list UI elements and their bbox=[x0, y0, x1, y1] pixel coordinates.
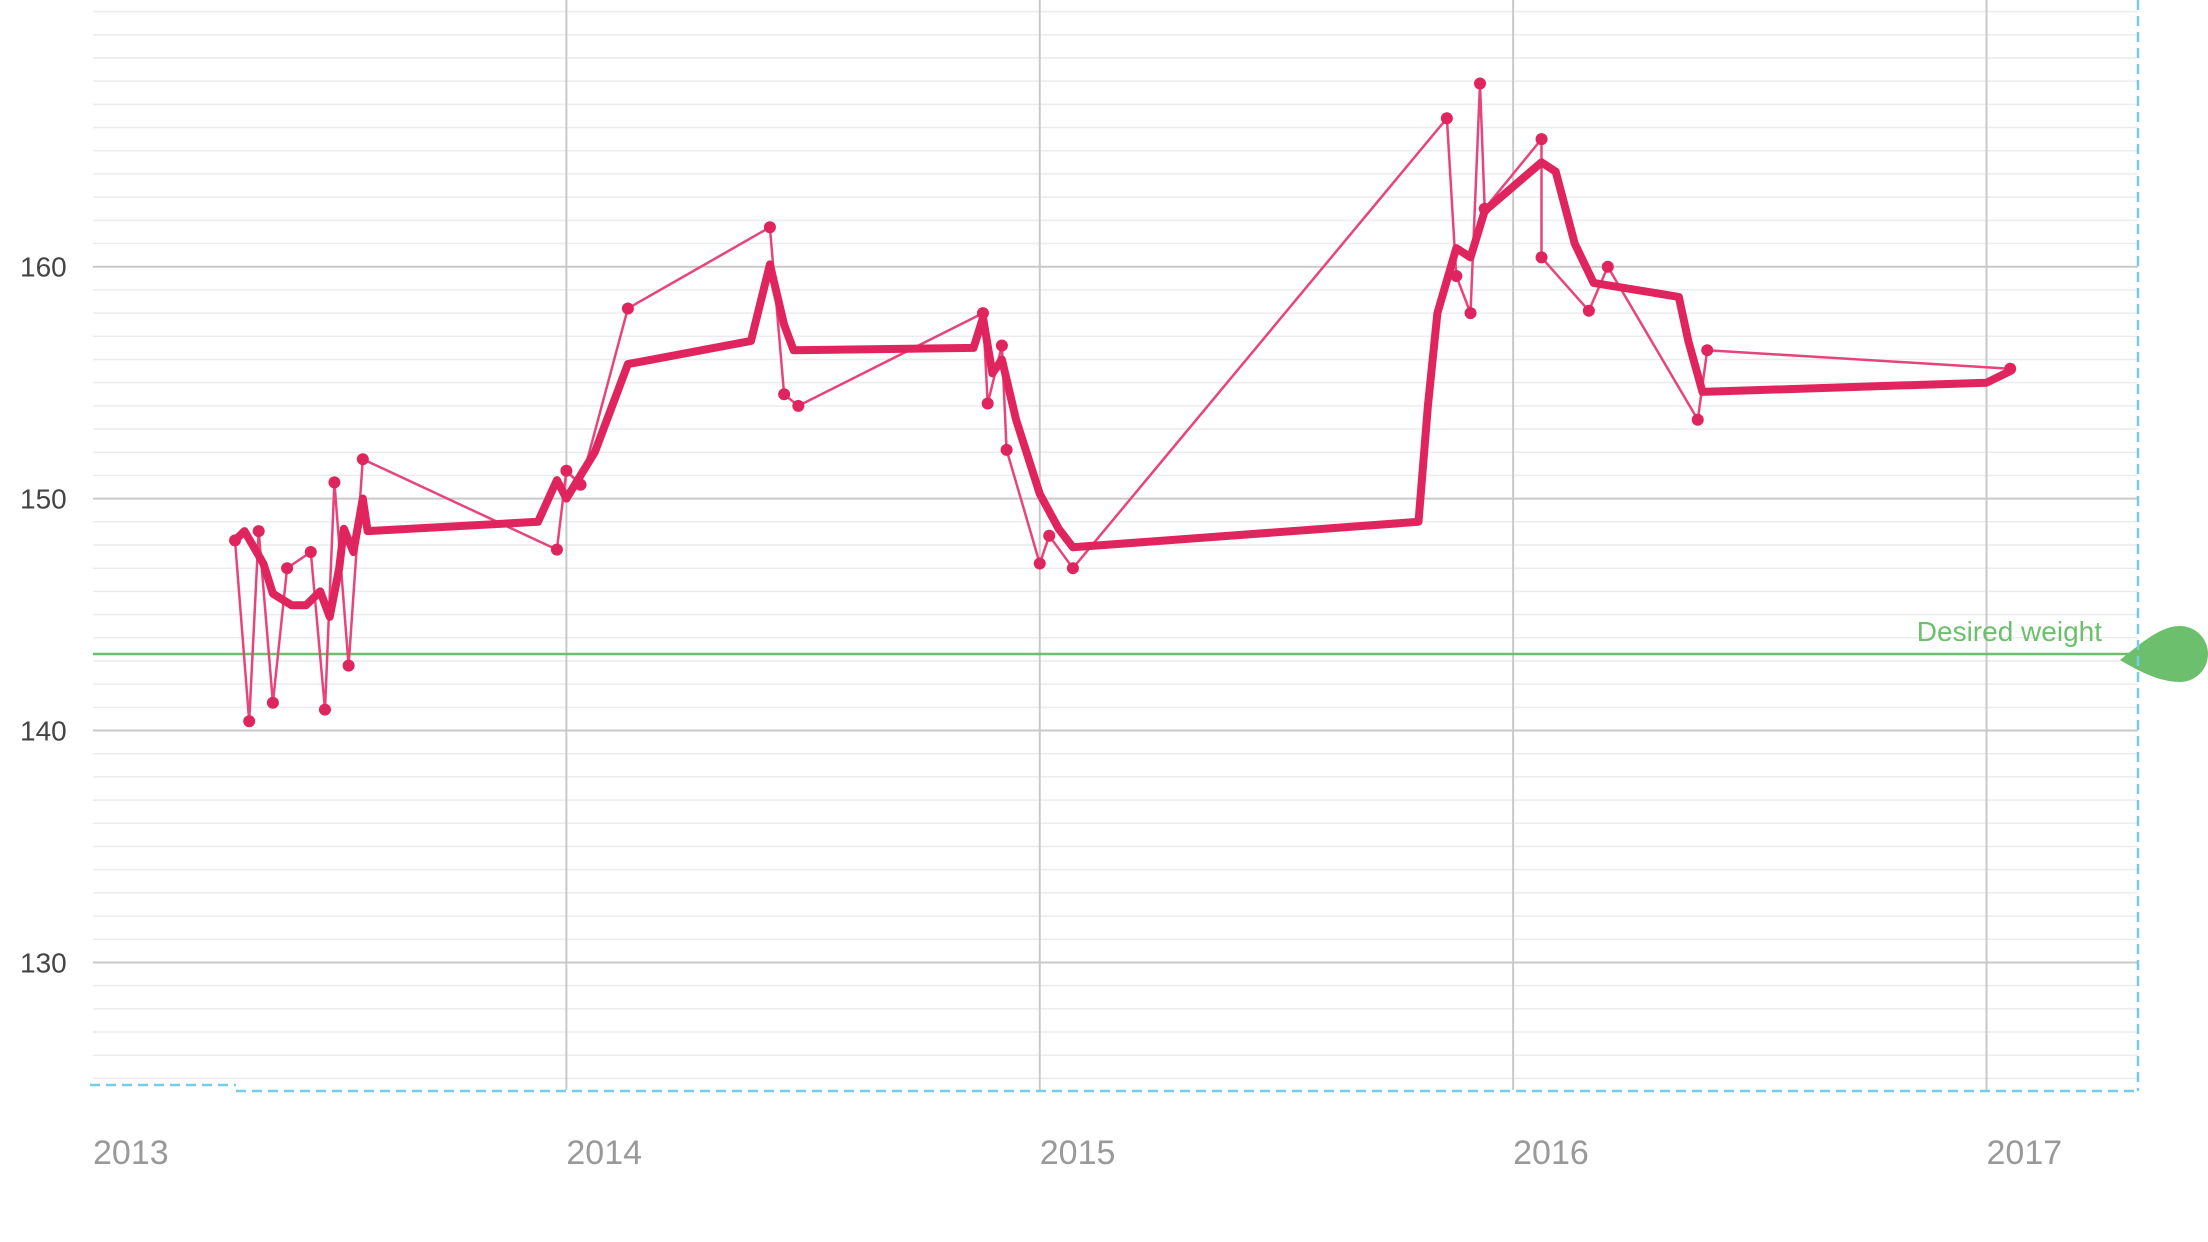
measurement-point[interactable] bbox=[763, 221, 776, 234]
y-tick-label: 160 bbox=[20, 252, 67, 283]
measurement-point[interactable] bbox=[1601, 260, 1614, 273]
measurement-point[interactable] bbox=[1066, 562, 1079, 575]
measurement-point[interactable] bbox=[981, 397, 994, 410]
desired-weight-line: Desired weight bbox=[93, 616, 2208, 682]
measurement-point[interactable] bbox=[281, 562, 294, 575]
desired-weight-label: Desired weight bbox=[1917, 616, 2102, 647]
measurement-point[interactable] bbox=[328, 476, 341, 489]
y-tick-label: 150 bbox=[20, 484, 67, 515]
major-grid-lines bbox=[93, 0, 2138, 1090]
measurement-point[interactable] bbox=[560, 464, 573, 477]
measurement-point[interactable] bbox=[1450, 269, 1463, 282]
measurement-point[interactable] bbox=[342, 659, 355, 672]
measurement-point[interactable] bbox=[318, 703, 331, 716]
measurement-point[interactable] bbox=[1701, 344, 1714, 357]
x-axis-tick-labels: 2013 2014 2015 2016 2017 bbox=[93, 1134, 2062, 1172]
measurement-point[interactable] bbox=[304, 545, 317, 558]
desired-weight-handle[interactable] bbox=[2120, 626, 2208, 682]
measurement-point[interactable] bbox=[1000, 443, 1013, 456]
range-selector[interactable] bbox=[90, 0, 2140, 1093]
x-tick-label: 2017 bbox=[1987, 1134, 2063, 1172]
weight-series bbox=[229, 77, 2017, 728]
measurement-point[interactable] bbox=[1464, 307, 1477, 320]
x-tick-label: 2016 bbox=[1513, 1134, 1589, 1172]
measurement-point[interactable] bbox=[266, 696, 279, 709]
y-tick-label: 140 bbox=[20, 716, 67, 747]
x-tick-label: 2015 bbox=[1040, 1134, 1116, 1172]
measurement-point[interactable] bbox=[1440, 112, 1453, 125]
measurement-point[interactable] bbox=[621, 302, 634, 315]
measurement-point[interactable] bbox=[252, 525, 265, 538]
measurement-point[interactable] bbox=[1043, 529, 1056, 542]
y-tick-label: 130 bbox=[20, 947, 67, 978]
measurement-point[interactable] bbox=[243, 715, 256, 728]
x-tick-label: 2014 bbox=[566, 1134, 642, 1172]
measurement-point[interactable] bbox=[356, 453, 369, 466]
measurement-point[interactable] bbox=[550, 543, 563, 556]
measurement-point[interactable] bbox=[1535, 251, 1548, 264]
measurement-point[interactable] bbox=[778, 388, 791, 401]
measurement-line bbox=[233, 82, 2011, 723]
measurement-point[interactable] bbox=[1582, 304, 1595, 317]
measurement-point[interactable] bbox=[1033, 557, 1046, 570]
trend-line bbox=[231, 158, 2015, 621]
measurement-point[interactable] bbox=[1474, 77, 1487, 90]
measurement-point[interactable] bbox=[1691, 413, 1704, 426]
x-tick-label: 2013 bbox=[93, 1134, 169, 1172]
measurement-point[interactable] bbox=[995, 339, 1008, 352]
measurement-point[interactable] bbox=[1535, 133, 1548, 146]
y-axis-tick-labels: 130 140 150 160 bbox=[20, 252, 67, 979]
measurement-point[interactable] bbox=[792, 399, 805, 412]
